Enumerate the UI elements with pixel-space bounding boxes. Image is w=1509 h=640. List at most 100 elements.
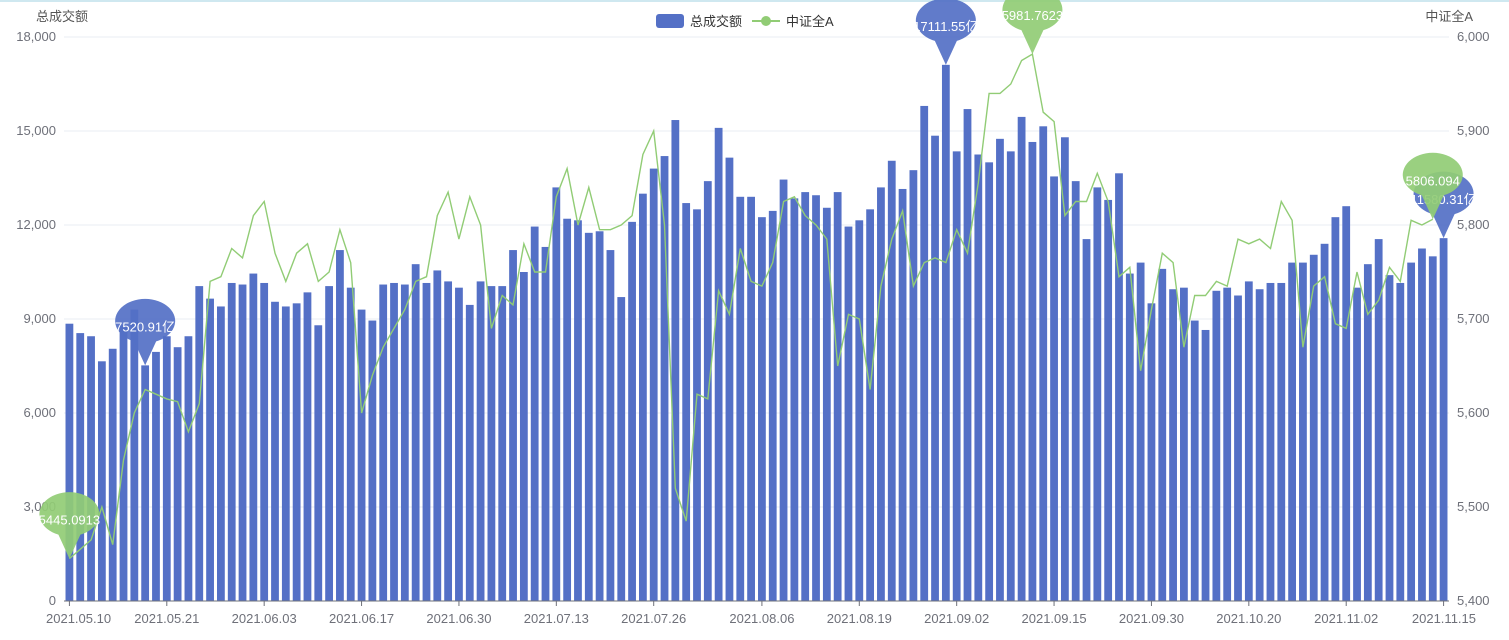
bar <box>1223 287 1232 601</box>
bar <box>184 336 193 601</box>
bar <box>736 196 745 602</box>
y-right-tick-label: 5,500 <box>1457 499 1490 514</box>
bar <box>1028 141 1037 601</box>
bar <box>595 231 604 601</box>
bar <box>1039 126 1048 602</box>
bar <box>1353 287 1361 601</box>
x-tick-label: 2021.08.19 <box>827 611 892 626</box>
bar <box>541 246 550 601</box>
bar <box>249 273 258 601</box>
bar <box>812 195 820 601</box>
bar <box>271 301 279 601</box>
bar <box>649 168 658 601</box>
legend-item-index[interactable]: 中证全A <box>752 11 834 30</box>
legend: 总成交额 中证全A <box>656 11 834 30</box>
bar <box>227 282 236 601</box>
bar <box>530 226 539 602</box>
bar <box>400 284 409 601</box>
bar <box>1115 173 1123 602</box>
x-tick-label: 2021.09.15 <box>1022 611 1087 626</box>
bar <box>97 361 106 601</box>
line-marker-pin <box>39 492 100 559</box>
bar <box>1428 256 1437 601</box>
bar <box>866 209 875 602</box>
bar <box>931 135 939 601</box>
x-tick-label: 2021.07.13 <box>524 611 589 626</box>
bar <box>455 287 463 601</box>
bar-swatch-icon <box>656 13 684 28</box>
y-right-tick-label: 6,000 <box>1457 29 1490 44</box>
bar <box>206 298 214 601</box>
bar <box>487 286 496 601</box>
bar <box>346 287 355 601</box>
bar <box>1006 151 1015 601</box>
bar <box>1158 268 1167 601</box>
bar <box>1104 199 1113 601</box>
bar <box>660 156 669 602</box>
bar <box>1309 254 1318 601</box>
bar <box>325 286 333 601</box>
x-tick-label: 2021.06.30 <box>426 611 491 626</box>
bar <box>822 207 831 601</box>
y-left-tick-label: 6,000 <box>23 405 56 420</box>
bar <box>725 157 734 601</box>
bar <box>260 282 269 601</box>
bar <box>747 196 755 602</box>
index-line <box>68 52 1434 560</box>
bar <box>844 226 853 602</box>
line-marker-pin-label: 5981.7623 <box>1002 8 1063 23</box>
y-left-tick-label: 15,000 <box>16 123 56 138</box>
bar <box>1147 303 1156 601</box>
x-tick-label: 2021.10.20 <box>1216 611 1281 626</box>
bar <box>444 281 453 601</box>
legend-item-turnover[interactable]: 总成交额 <box>656 11 742 30</box>
bar <box>368 320 377 601</box>
bar <box>1180 287 1188 601</box>
bar <box>1060 137 1069 601</box>
bar <box>1125 273 1134 601</box>
bar <box>638 193 647 601</box>
bar <box>963 109 972 602</box>
bar <box>887 160 896 601</box>
bar <box>1071 181 1080 601</box>
x-tick-label: 2021.06.03 <box>232 611 297 626</box>
x-tick-label: 2021.08.06 <box>729 611 794 626</box>
line-marker-pin <box>1002 0 1063 55</box>
bar <box>238 284 247 601</box>
y-right-tick-label: 5,600 <box>1457 405 1490 420</box>
bar <box>422 282 431 601</box>
bar <box>1017 116 1026 602</box>
bar <box>411 264 420 601</box>
bar <box>433 270 442 601</box>
bar <box>1363 264 1372 601</box>
bar <box>1266 282 1275 601</box>
bar <box>1244 281 1253 601</box>
bar <box>877 187 885 601</box>
bar-marker-pin-label: 17111.55亿 <box>913 19 978 34</box>
bar <box>768 210 777 601</box>
bar <box>509 250 517 602</box>
bar <box>855 220 864 602</box>
bar <box>693 209 701 602</box>
line-marker-pin <box>1402 152 1463 220</box>
bar <box>1169 289 1177 601</box>
bar <box>920 105 929 601</box>
bar <box>909 170 918 601</box>
bar <box>519 272 528 601</box>
bar <box>941 64 950 602</box>
bar <box>87 336 95 601</box>
bar <box>281 306 290 601</box>
bar <box>1201 329 1210 601</box>
bar <box>1439 238 1448 602</box>
bar <box>357 309 366 601</box>
bar <box>162 336 171 601</box>
y-right-tick-label: 5,700 <box>1457 311 1490 326</box>
bar <box>465 304 474 601</box>
bar <box>1277 282 1286 601</box>
x-tick-label: 2021.05.10 <box>46 611 111 626</box>
x-tick-label: 2021.05.21 <box>134 611 199 626</box>
bar <box>1418 248 1426 601</box>
bar <box>498 286 507 601</box>
bar <box>379 284 388 601</box>
bar <box>1255 289 1264 601</box>
